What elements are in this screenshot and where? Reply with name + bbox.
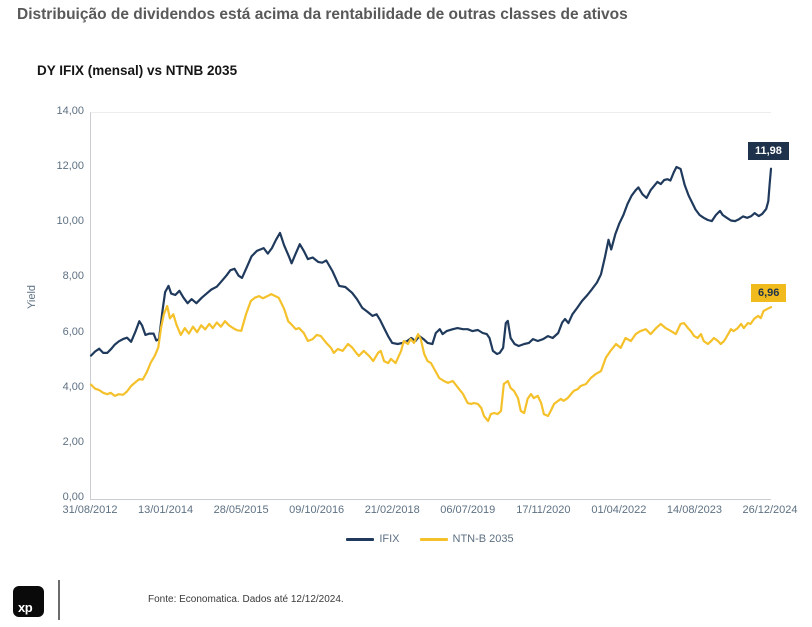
x-tick-label: 13/01/2014 — [138, 504, 194, 516]
y-tick-label: 14,00 — [56, 105, 84, 117]
x-tick-label: 01/04/2022 — [591, 504, 647, 516]
x-tick-label: 17/11/2020 — [516, 504, 571, 516]
footer: xp Fonte: Economatica. Dados até 12/12/2… — [0, 578, 812, 623]
footer-divider — [58, 580, 60, 620]
xp-logo: xp — [13, 586, 44, 617]
y-axis-title: Yield — [26, 284, 38, 310]
x-tick-label: 26/12/2024 — [742, 504, 798, 516]
xp-logo-text: xp — [18, 600, 33, 615]
x-tick-label: 09/10/2016 — [289, 504, 345, 516]
end-label-ntnb: 6,96 — [751, 284, 787, 302]
y-tick-label: 10,00 — [56, 215, 84, 228]
legend-label: IFIX — [379, 533, 400, 545]
source-note: Fonte: Economatica. Dados até 12/12/2024… — [148, 594, 344, 605]
legend: IFIX NTN-B 2035 — [90, 533, 770, 545]
legend-swatch — [419, 537, 448, 541]
legend-item-ntn-b-2035: NTN-B 2035 — [419, 533, 514, 545]
legend-item-ifix: IFIX — [346, 533, 400, 545]
end-label-ifix: 11,98 — [748, 142, 789, 160]
ntn-b-2035-line — [89, 293, 773, 423]
x-tick-label: 06/07/2019 — [440, 504, 496, 516]
legend-swatch — [346, 537, 375, 541]
x-tick-label: 28/05/2015 — [213, 504, 269, 516]
y-tick-label: 0,00 — [62, 491, 84, 503]
page-title: Distribuição de dividendos está acima da… — [17, 6, 628, 23]
x-tick-label: 21/02/2018 — [364, 504, 420, 516]
x-axis-ticks: 31/08/2012 13/01/2014 28/05/2015 09/10/2016… — [0, 504, 812, 520]
y-tick-label: 4,00 — [62, 380, 84, 393]
x-tick-label: 14/08/2023 — [666, 504, 722, 516]
y-tick-label: 6,00 — [62, 325, 84, 338]
plot-svg — [89, 165, 773, 423]
legend-label: NTN-B 2035 — [452, 533, 514, 545]
plot-area — [89, 112, 773, 500]
y-tick-label: 8,00 — [62, 270, 84, 283]
y-tick-label: 2,00 — [62, 435, 84, 448]
y-tick-label: 12,00 — [56, 160, 84, 173]
chart-title: DY IFIX (mensal) vs NTNB 2035 — [37, 63, 238, 78]
x-tick-label: 31/08/2012 — [62, 504, 118, 516]
ifix-line — [89, 165, 773, 357]
